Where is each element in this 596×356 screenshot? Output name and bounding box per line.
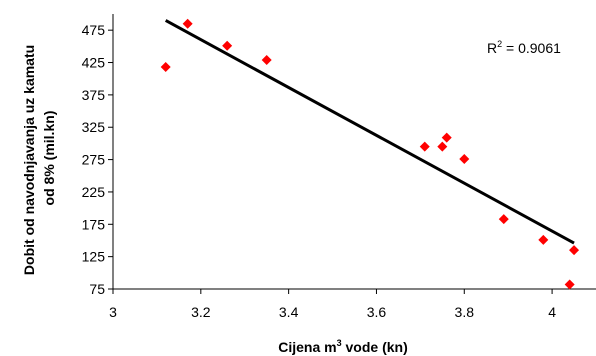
data-point [437, 141, 448, 152]
x-tick-label: 3 [109, 304, 117, 320]
y-tick-label: 175 [82, 216, 106, 232]
data-point [160, 62, 171, 73]
data-point [441, 132, 452, 143]
data-point [222, 40, 233, 51]
y-tick-label: 325 [82, 119, 106, 135]
data-point [569, 245, 580, 256]
y-axis-title: Dobit od navodnjavanja uz kamatu od 8% (… [21, 41, 57, 275]
x-tick-label: 3.4 [279, 304, 299, 320]
x-tick-label: 3.2 [191, 304, 211, 320]
y-tick-label: 425 [82, 55, 106, 71]
trendline [164, 19, 575, 245]
y-tick-label: 75 [89, 281, 105, 297]
y-tick-label: 475 [82, 22, 106, 38]
y-tick-label: 225 [82, 184, 106, 200]
data-points [160, 18, 580, 290]
x-axis-ticks: 3 3.2 3.4 3.6 3.8 4 [109, 289, 556, 320]
y-tick-label: 125 [82, 249, 106, 265]
y-tick-label: 275 [82, 152, 106, 168]
data-point [182, 18, 193, 29]
x-axis-title: Cijena m3 vode (kn) [278, 338, 408, 355]
y-tick-label: 375 [82, 87, 106, 103]
data-point [419, 141, 430, 152]
data-point [459, 153, 470, 164]
data-point [261, 54, 272, 65]
data-point [538, 234, 549, 245]
data-point [564, 279, 575, 290]
x-tick-label: 3.8 [455, 304, 475, 320]
x-tick-label: 3.6 [367, 304, 387, 320]
data-point [498, 214, 509, 225]
x-tick-label: 4 [548, 304, 556, 320]
y-axis-ticks: 75 125 175 225 275 325 375 425 475 [82, 22, 113, 297]
r-squared-label: R2 = 0.9061 [487, 39, 561, 56]
